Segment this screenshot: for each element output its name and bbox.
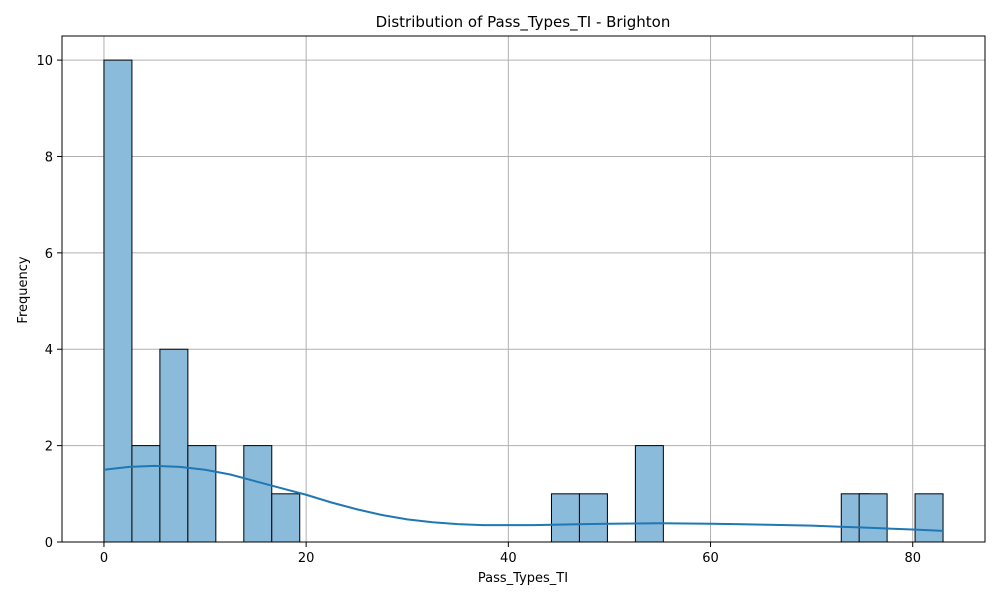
- histogram-bar: [858, 493, 888, 543]
- x-tick-label: 40: [500, 551, 517, 566]
- histogram-bars: [103, 59, 944, 543]
- y-tick-label: 10: [36, 54, 53, 69]
- histogram-bar: [103, 59, 133, 543]
- histogram-bar: [634, 445, 664, 543]
- x-tick-label: 0: [100, 551, 108, 566]
- histogram-bar: [159, 348, 189, 543]
- y-tick-label: 6: [45, 247, 53, 262]
- x-tick-label: 20: [298, 551, 315, 566]
- y-axis-ticks: 0 2 4 6 8 10: [36, 54, 62, 551]
- x-axis-label: Pass_Types_TI: [478, 571, 568, 586]
- x-tick-label: 80: [904, 551, 921, 566]
- y-axis-label: Frequency: [16, 256, 31, 323]
- y-tick-label: 2: [45, 440, 53, 455]
- kde-line: [103, 464, 944, 532]
- x-axis-ticks: 0 20 40 60 80: [100, 542, 921, 566]
- plot-frame: [61, 35, 986, 543]
- x-tick-label: 60: [702, 551, 719, 566]
- histogram-bar: [187, 445, 217, 543]
- histogram-bar: [271, 493, 301, 543]
- chart-title: Distribution of Pass_Types_TI - Brighton: [376, 13, 671, 32]
- histogram-bar: [914, 493, 944, 543]
- y-tick-label: 8: [45, 150, 53, 165]
- y-tick-label: 0: [45, 536, 53, 551]
- histogram-bar: [243, 445, 273, 543]
- kde-curve-group: [103, 464, 944, 532]
- histogram-bar: [550, 493, 580, 543]
- histogram-bar: [131, 445, 161, 543]
- y-tick-label: 4: [45, 343, 53, 358]
- histogram-bar: [578, 493, 608, 543]
